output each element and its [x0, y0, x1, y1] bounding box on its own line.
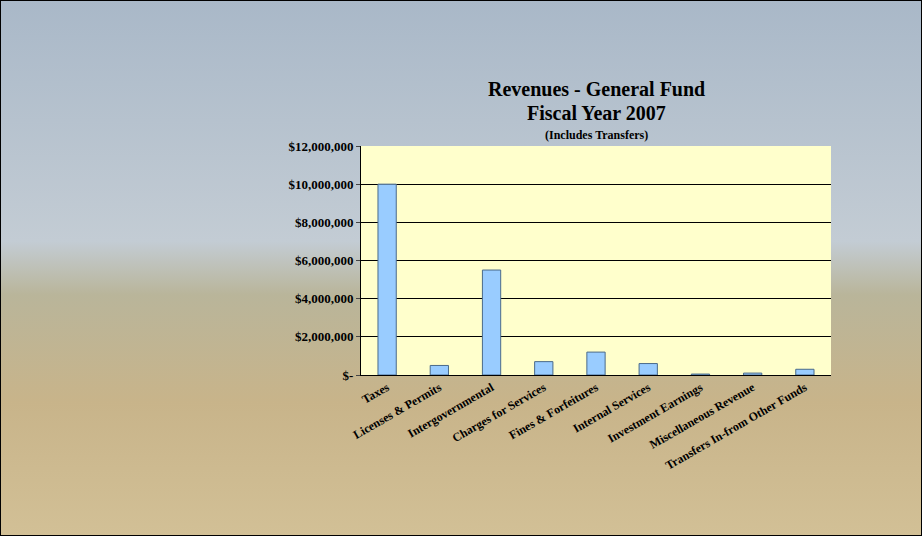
svg-text:Intergovernmental: Intergovernmental [405, 380, 496, 441]
svg-text:Investment Earnings: Investment Earnings [605, 380, 705, 446]
svg-text:$4,000,000: $4,000,000 [295, 291, 354, 306]
svg-text:Fines & Forfeitures: Fines & Forfeitures [507, 380, 601, 442]
svg-text:$12,000,000: $12,000,000 [288, 139, 353, 154]
svg-text:$8,000,000: $8,000,000 [295, 215, 354, 230]
svg-text:Fiscal Year 2007: Fiscal Year 2007 [527, 102, 666, 124]
svg-text:Revenues - General Fund: Revenues - General Fund [488, 78, 705, 100]
svg-text:Miscellaneous Revenue: Miscellaneous Revenue [647, 380, 758, 452]
svg-text:$10,000,000: $10,000,000 [288, 177, 353, 192]
svg-text:Licenses & Permits: Licenses & Permits [351, 380, 444, 442]
svg-text:$6,000,000: $6,000,000 [295, 253, 354, 268]
svg-text:Transfers In-from Other Funds: Transfers In-from Other Funds [663, 380, 810, 473]
svg-text:Charges for Services: Charges for Services [450, 380, 549, 445]
svg-text:Taxes: Taxes [360, 380, 392, 407]
svg-text:$-: $- [343, 368, 354, 383]
svg-text:(Includes Transfers): (Includes Transfers) [545, 128, 648, 142]
svg-text:Internal Services: Internal Services [570, 380, 653, 436]
svg-text:$2,000,000: $2,000,000 [295, 329, 354, 344]
